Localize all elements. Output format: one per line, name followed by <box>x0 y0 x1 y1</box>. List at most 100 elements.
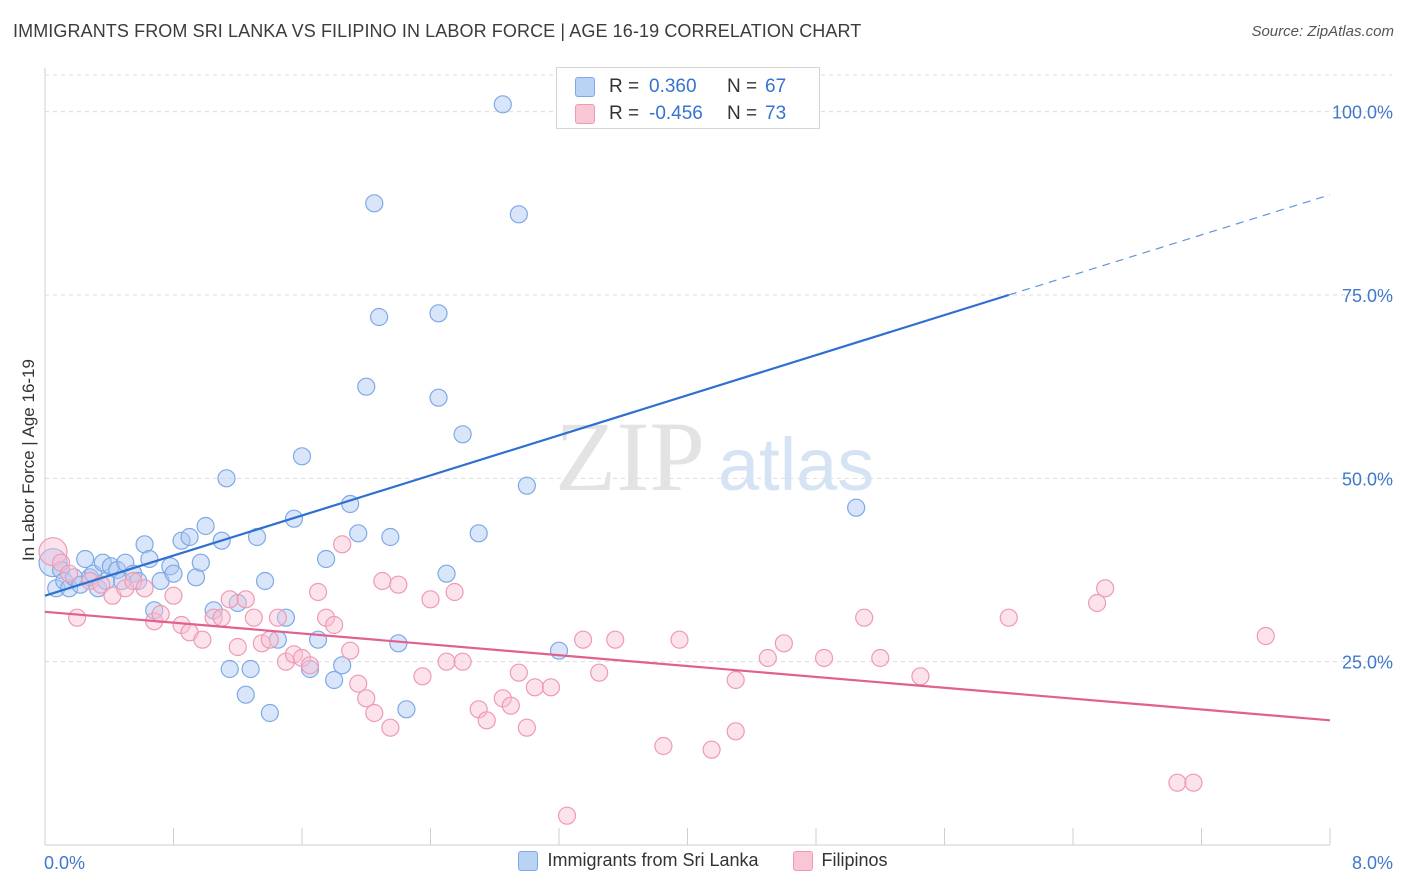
point-filipinos <box>1256 626 1275 646</box>
point-sri-lanka <box>186 568 206 587</box>
point-filipinos <box>573 630 593 649</box>
stats-legend-box: R = 0.360 N = 67 R = -0.456 N = 73 <box>556 67 820 129</box>
point-filipinos <box>501 696 520 715</box>
stats-swatch-blue <box>575 77 595 97</box>
point-sri-lanka <box>517 476 536 495</box>
point-filipinos <box>517 718 536 737</box>
n-value: 67 <box>765 76 787 97</box>
watermark-zip: ZIP <box>555 401 705 512</box>
point-filipinos <box>855 608 874 627</box>
trend-line-sri-lanka <box>44 293 1010 597</box>
point-sri-lanka <box>140 549 159 569</box>
point-filipinos <box>341 641 360 660</box>
point-filipinos <box>1096 579 1115 598</box>
chart-title: IMMIGRANTS FROM SRI LANKA VS FILIPINO IN… <box>13 21 862 41</box>
point-filipinos <box>365 703 384 723</box>
point-sri-lanka <box>241 659 260 679</box>
point-filipinos <box>193 630 212 649</box>
point-filipinos <box>758 648 777 668</box>
point-filipinos <box>236 590 255 609</box>
y-tick-label: 50.0% <box>1342 469 1393 489</box>
point-sri-lanka <box>135 535 154 554</box>
x-tick-label: 8.0% <box>1352 853 1393 873</box>
point-filipinos <box>381 718 400 737</box>
point-sri-lanka <box>389 634 408 653</box>
point-filipinos <box>726 670 745 690</box>
point-filipinos <box>373 571 392 591</box>
point-filipinos <box>525 678 545 697</box>
point-sri-lanka <box>260 703 279 723</box>
point-filipinos <box>68 608 87 627</box>
point-sri-lanka <box>76 549 95 569</box>
point-filipinos <box>445 582 464 602</box>
r-value: 0.360 <box>649 76 697 97</box>
legend-swatch-pink <box>792 850 813 871</box>
point-sri-lanka <box>196 516 215 536</box>
axes <box>44 68 1331 846</box>
trend-line-extension <box>1008 194 1331 296</box>
point-filipinos <box>135 579 154 598</box>
point-sri-lanka <box>437 564 456 583</box>
data-points <box>38 95 1275 825</box>
point-filipinos <box>1087 593 1107 613</box>
point-filipinos <box>702 740 721 759</box>
point-filipinos <box>124 571 143 591</box>
point-sri-lanka <box>847 498 866 517</box>
axis-labels: 25.0% 50.0% 75.0% 100.0% 0.0% 8.0% In Labor Fo… <box>19 103 1393 873</box>
trend-lines <box>44 194 1331 722</box>
point-sri-lanka <box>325 670 344 690</box>
legend-item-filipinos[interactable]: Filipinos <box>792 850 888 871</box>
r-label: R = <box>609 76 640 97</box>
point-filipinos <box>590 663 609 682</box>
point-filipinos <box>389 575 408 594</box>
point-sri-lanka <box>349 524 368 543</box>
point-sri-lanka <box>381 527 400 547</box>
point-filipinos <box>308 582 328 602</box>
legend-label: Filipinos <box>821 850 888 870</box>
point-filipinos <box>726 722 745 741</box>
stats-row-sri-lanka: R = 0.360 N = 67 <box>575 74 786 100</box>
point-filipinos <box>164 586 183 605</box>
point-filipinos <box>325 615 344 635</box>
point-filipinos <box>453 652 472 671</box>
point-filipinos <box>541 678 561 697</box>
point-sri-lanka <box>397 700 416 719</box>
n-label: N = <box>727 76 758 97</box>
legend-label: Immigrants from Sri Lanka <box>547 850 759 870</box>
legend-item-sri-lanka[interactable]: Immigrants from Sri Lanka <box>518 850 759 871</box>
n-value: 73 <box>765 103 787 124</box>
point-filipinos <box>212 608 231 627</box>
point-sri-lanka <box>180 527 199 547</box>
point-sri-lanka <box>509 205 528 224</box>
grid-lines <box>45 74 1392 663</box>
watermark-atlas: atlas <box>718 423 874 506</box>
stats-swatch-pink <box>575 104 595 124</box>
point-sri-lanka <box>255 571 275 591</box>
point-sri-lanka <box>191 553 210 572</box>
point-filipinos <box>413 667 432 686</box>
point-sri-lanka <box>453 425 472 444</box>
n-label: N = <box>727 103 758 124</box>
point-sri-lanka <box>164 564 183 583</box>
stats-row-filipinos: R = -0.456 N = 73 <box>575 101 786 127</box>
point-sri-lanka <box>292 447 312 466</box>
point-filipinos <box>774 634 793 653</box>
r-label: R = <box>609 103 640 124</box>
point-filipinos <box>437 652 456 671</box>
point-filipinos <box>477 711 496 730</box>
point-sri-lanka <box>220 659 239 679</box>
point-filipinos <box>268 608 288 627</box>
point-filipinos <box>999 608 1018 627</box>
point-filipinos <box>228 637 247 657</box>
point-filipinos <box>509 663 528 682</box>
y-tick-label: 75.0% <box>1342 286 1393 306</box>
point-sri-lanka <box>316 549 336 569</box>
point-filipinos <box>220 590 239 609</box>
point-filipinos <box>357 689 376 708</box>
point-filipinos <box>814 648 834 668</box>
point-sri-lanka <box>493 95 512 114</box>
point-filipinos <box>421 590 440 609</box>
point-filipinos <box>871 648 890 668</box>
point-filipinos <box>911 667 930 686</box>
